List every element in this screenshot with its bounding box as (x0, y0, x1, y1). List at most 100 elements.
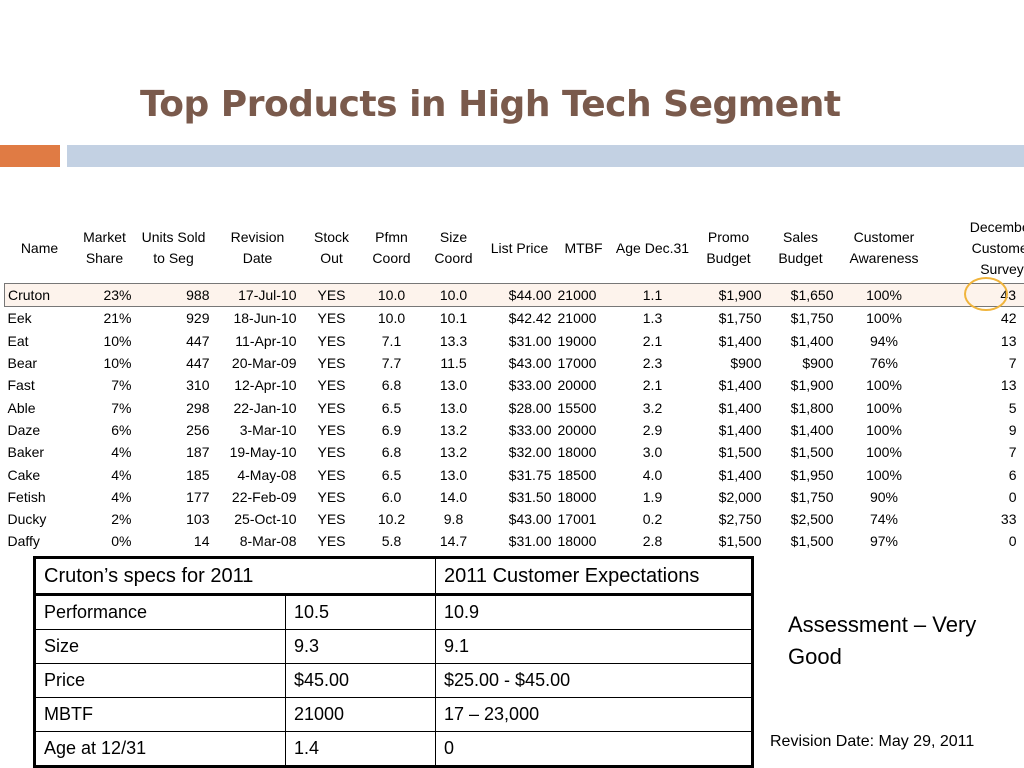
table-cell: 14.7 (439, 533, 468, 550)
table-row: Eat 10% 447 11-Apr-10 YES 7.1 13.3 $31.00 19000 2… (5, 330, 1024, 352)
specs-cell: Performance (34, 594, 286, 630)
specs-header-row: Cruton’s specs for 2011 2011 Customer Ex… (34, 557, 753, 596)
table-cell: $31.75 (508, 466, 552, 483)
specs-cell: 21000 (285, 697, 436, 732)
table-cell: 0% (111, 533, 132, 550)
table-cell: $1,750 (790, 488, 834, 505)
table-cell: Fast (7, 377, 35, 394)
table-cell: 13.0 (439, 377, 468, 394)
table-cell: 100% (866, 421, 902, 438)
specs-cell: Size (34, 629, 286, 664)
table-cell: YES (317, 355, 346, 372)
table-cell: 6.9 (381, 421, 402, 438)
table-cell: $1,650 (764, 282, 837, 308)
table-cell: YES (317, 444, 346, 461)
table-cell: Fetish (7, 488, 46, 505)
specs-row: Age at 12/31 1.4 0 (34, 731, 753, 767)
table-cell: 447 (186, 332, 210, 349)
table-cell: 22-Feb-09 (231, 488, 297, 505)
table-cell: YES (317, 466, 346, 483)
table-cell: 10.0 (377, 310, 406, 327)
table-cell: 2.8 (642, 533, 663, 550)
table-cell: $1,950 (790, 466, 834, 483)
table-cell: 7 (1008, 444, 1017, 461)
table-cell: $1,400 (718, 332, 762, 349)
table-cell: 5.8 (381, 533, 402, 550)
specs-cell: 10.9 (435, 594, 753, 630)
table-cell: YES (302, 282, 361, 308)
specs-cell: Age at 12/31 (34, 731, 286, 767)
table-cell: $1,900 (790, 377, 834, 394)
table-cell: 2% (111, 511, 132, 528)
table-header-row: Name Market Share Units Sold to Seg Revi… (5, 213, 1024, 284)
table-cell: 8-Mar-08 (239, 533, 297, 550)
specs-cell: 1.4 (285, 731, 436, 767)
table-cell: 2.3 (642, 355, 663, 372)
table-cell: $1,400 (790, 332, 834, 349)
table-cell: 15500 (557, 399, 597, 416)
table-cell: 21% (103, 310, 132, 327)
table-cell: 20000 (557, 377, 597, 394)
accent-bar-blue (67, 145, 1024, 167)
table-cell: $43.00 (508, 511, 552, 528)
col-header-size-coord: Size Coord (434, 229, 473, 266)
table-cell: $2,500 (790, 511, 834, 528)
table-cell: $1,900 (692, 282, 765, 308)
table-cell: 13 (1000, 332, 1017, 349)
table-cell: 18-Jun-10 (233, 310, 297, 327)
table-cell: $31.00 (508, 533, 552, 550)
table-cell: YES (317, 533, 346, 550)
table-cell: 447 (186, 355, 210, 372)
table-cell: 42 (1000, 310, 1017, 327)
table-cell: $1,500 (790, 444, 834, 461)
table-cell: 7.1 (381, 332, 402, 349)
table-cell: 9 (1008, 421, 1017, 438)
table-row: Ducky 2% 103 25-Oct-10 YES 10.2 9.8 $43.00 17001… (5, 508, 1024, 530)
table-cell: $1,500 (790, 533, 834, 550)
table-cell: YES (317, 399, 346, 416)
table-cell: Bear (7, 355, 38, 372)
table-cell: Daffy (7, 533, 40, 550)
table-cell: 4% (111, 466, 132, 483)
table-cell: 103 (186, 511, 210, 528)
table-cell: 6.8 (381, 377, 402, 394)
table-cell: 74% (869, 511, 899, 528)
table-cell: 13 (1000, 377, 1017, 394)
table-cell: 25-Oct-10 (234, 511, 297, 528)
table-row: Baker 4% 187 19-May-10 YES 6.8 13.2 $32.00 18000… (5, 441, 1024, 463)
specs-table: Cruton’s specs for 2011 2011 Customer Ex… (33, 556, 754, 768)
revision-date-text: Revision Date: May 29, 2011 (770, 733, 975, 750)
table-cell: 19000 (557, 332, 597, 349)
table-cell: 13.2 (439, 421, 468, 438)
table-cell: 10.2 (377, 511, 406, 528)
table-cell: 22-Jan-10 (233, 399, 297, 416)
table-cell: $42.42 (508, 310, 552, 327)
specs-cell: $25.00 - $45.00 (435, 663, 753, 698)
table-cell: $900 (730, 355, 762, 372)
table-cell: 6 (1008, 466, 1017, 483)
table-cell: $28.00 (508, 399, 552, 416)
table-cell: $33.00 (508, 421, 552, 438)
table-cell: YES (317, 511, 346, 528)
table-cell: 20-Mar-09 (231, 355, 297, 372)
table-cell: 7.7 (381, 355, 402, 372)
table-cell: $1,500 (718, 533, 762, 550)
table-cell: $31.50 (508, 488, 552, 505)
table-cell: 18000 (557, 533, 597, 550)
table-cell: 13.2 (439, 444, 468, 461)
table-cell: Cake (7, 466, 41, 483)
table-cell: 94% (869, 332, 899, 349)
table-cell: 10.0 (360, 282, 423, 308)
table-cell: 100% (866, 399, 902, 416)
table-row: Fast 7% 310 12-Apr-10 YES 6.8 13.0 $33.00 20000 2… (5, 374, 1024, 396)
table-cell: 100% (836, 282, 932, 308)
highlight-circle (964, 277, 1008, 311)
table-cell: 20000 (557, 421, 597, 438)
table-cell: 97% (869, 533, 899, 550)
table-cell: $32.00 (508, 444, 552, 461)
table-cell: 10% (103, 332, 132, 349)
table-cell: $900 (802, 355, 834, 372)
table-cell: 13.0 (439, 399, 468, 416)
table-cell: $1,500 (718, 444, 762, 461)
table-cell: YES (317, 488, 346, 505)
